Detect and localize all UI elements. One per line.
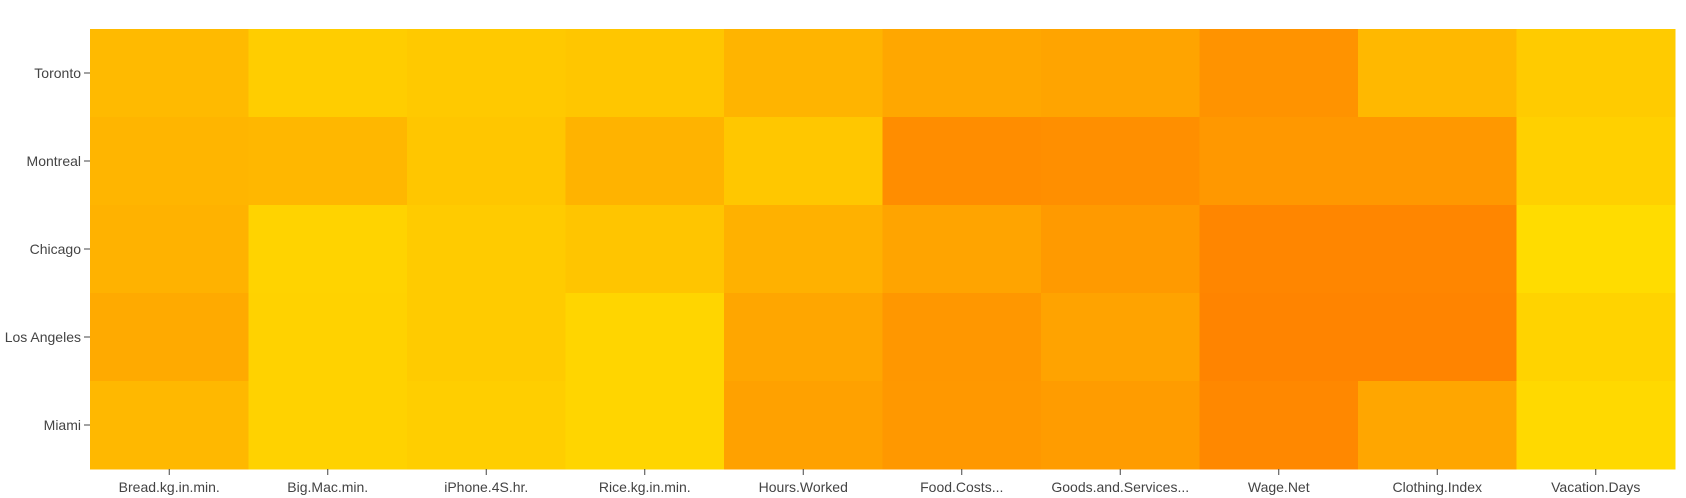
heatmap-cell: [1041, 117, 1200, 206]
x-tick-label: Big.Mac.min.: [287, 479, 368, 495]
y-axis: Toronto Montreal Chicago Los Angeles Miami: [5, 65, 90, 433]
y-tick-label: Toronto: [34, 65, 81, 81]
heatmap-cell: [248, 205, 408, 294]
heatmap-cell: [724, 381, 883, 470]
heatmap-cell: [248, 381, 408, 470]
heatmap-cell: [882, 117, 1042, 206]
heatmap-cell: [1516, 117, 1676, 206]
heatmap-cell: [1516, 293, 1676, 382]
y-tick-label: Los Angeles: [5, 329, 81, 345]
x-axis: Bread.kg.in.min. Big.Mac.min. iPhone.4S.hr…: [119, 469, 1640, 495]
heatmap-cell: [1358, 381, 1517, 470]
heatmap-cell: [724, 293, 883, 382]
x-tick-label: Bread.kg.in.min.: [119, 479, 220, 495]
y-tick-label: Montreal: [27, 153, 81, 169]
heatmap-cell: [90, 381, 249, 470]
heatmap-cell: [1199, 293, 1359, 382]
heatmap-cell: [882, 205, 1042, 294]
heatmap-cell: [407, 381, 566, 470]
heatmap-cell: [1041, 29, 1200, 118]
heatmap-cell: [1358, 293, 1517, 382]
y-tick-label: Miami: [44, 417, 81, 433]
heatmap-cell: [565, 381, 725, 470]
heatmap-cell: [90, 117, 249, 206]
heatmap-cell: [248, 293, 408, 382]
x-tick-label: Food.Costs...: [920, 479, 1003, 495]
heatmap-cell: [1199, 205, 1359, 294]
heatmap-cell: [1516, 381, 1676, 470]
x-tick-label: Wage.Net: [1248, 479, 1310, 495]
heatmap-cell: [248, 29, 408, 118]
heatmap-cell: [1516, 29, 1676, 118]
heatmap-cell: [1516, 205, 1676, 294]
heatmap-cell: [248, 117, 408, 206]
heatmap-cell: [1358, 29, 1517, 118]
heatmap-cells: [90, 29, 1676, 470]
x-tick-label: Rice.kg.in.min.: [599, 479, 691, 495]
heatmap-cell: [1041, 381, 1200, 470]
heatmap-cell: [1199, 381, 1359, 470]
heatmap-cell: [1041, 293, 1200, 382]
heatmap-cell: [407, 293, 566, 382]
heatmap-cell: [1199, 29, 1359, 118]
heatmap-cell: [565, 205, 725, 294]
heatmap-cell: [90, 205, 249, 294]
heatmap-cell: [724, 117, 883, 206]
heatmap-cell: [882, 381, 1042, 470]
heatmap-cell: [724, 29, 883, 118]
heatmap-cell: [1199, 117, 1359, 206]
heatmap-cell: [724, 205, 883, 294]
heatmap-cell: [565, 293, 725, 382]
heatmap-cell: [90, 293, 249, 382]
x-tick-label: Goods.and.Services...: [1051, 479, 1189, 495]
heatmap-cell: [565, 29, 725, 118]
x-tick-label: Hours.Worked: [759, 479, 848, 495]
heatmap-cell: [565, 117, 725, 206]
heatmap-cell: [1041, 205, 1200, 294]
x-tick-label: Clothing.Index: [1392, 479, 1482, 495]
y-tick-label: Chicago: [30, 241, 82, 257]
heatmap-cell: [407, 117, 566, 206]
heatmap-cell: [882, 293, 1042, 382]
x-tick-label: iPhone.4S.hr.: [444, 479, 528, 495]
heatmap-cell: [882, 29, 1042, 118]
heatmap-cell: [407, 29, 566, 118]
heatmap-cell: [90, 29, 249, 118]
x-tick-label: Vacation.Days: [1551, 479, 1640, 495]
heatmap-cell: [1358, 117, 1517, 206]
heatmap-cell: [1358, 205, 1517, 294]
heatmap-cell: [407, 205, 566, 294]
